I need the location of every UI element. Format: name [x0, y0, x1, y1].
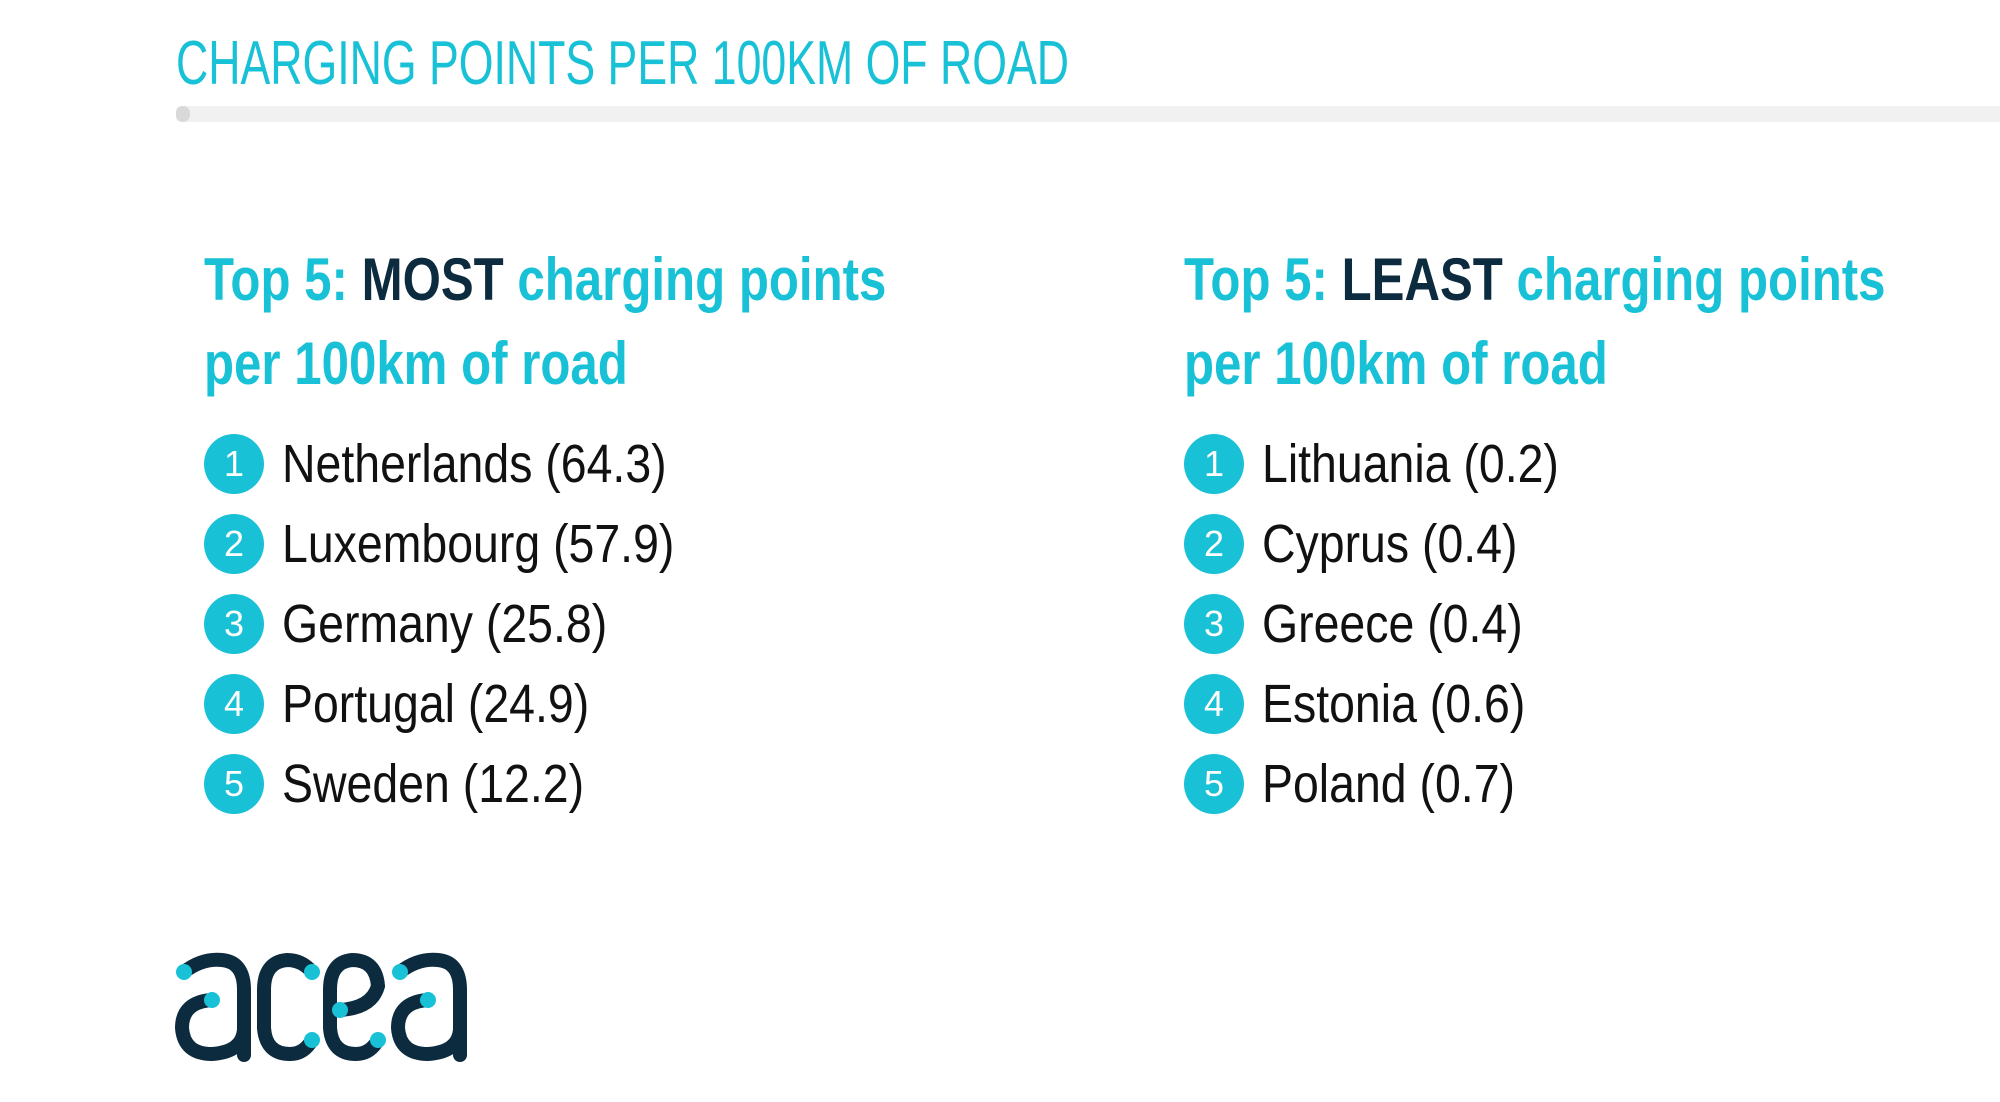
item-text: Portugal (24.9) — [282, 674, 590, 734]
item-text: Sweden (12.2) — [282, 754, 585, 814]
rank-badge: 2 — [1184, 514, 1244, 574]
rank-badge: 4 — [1184, 674, 1244, 734]
list-item: 1 Netherlands (64.3) — [204, 424, 1036, 504]
heading-emphasis: LEAST — [1341, 246, 1503, 313]
item-text: Estonia (0.6) — [1262, 674, 1526, 734]
heading-prefix: Top 5: — [204, 246, 362, 313]
rank-badge: 2 — [204, 514, 264, 574]
rank-badge: 5 — [1184, 754, 1244, 814]
heading-suffix: charging points — [503, 246, 887, 313]
rank-badge: 1 — [204, 434, 264, 494]
page-title: CHARGING POINTS PER 100KM OF ROAD — [176, 29, 1069, 98]
rank-badge: 4 — [204, 674, 264, 734]
item-text: Greece (0.4) — [1262, 594, 1523, 654]
list-item: 1 Lithuania (0.2) — [1184, 424, 2000, 504]
most-heading: Top 5: MOST charging points per 100km of… — [204, 238, 886, 406]
list-item: 2 Cyprus (0.4) — [1184, 504, 2000, 584]
rank-badge: 3 — [1184, 594, 1244, 654]
heading-line2: per 100km of road — [204, 330, 628, 397]
most-list: 1 Netherlands (64.3) 2 Luxembourg (57.9) 3… — [204, 424, 1036, 824]
item-text: Luxembourg (57.9) — [282, 514, 675, 574]
heading-line2: per 100km of road — [1184, 330, 1608, 397]
item-text: Netherlands (64.3) — [282, 434, 667, 494]
list-item: 4 Estonia (0.6) — [1184, 664, 2000, 744]
title-divider — [176, 106, 2000, 122]
list-item: 4 Portugal (24.9) — [204, 664, 1036, 744]
acea-logo — [174, 952, 467, 1062]
list-item: 3 Greece (0.4) — [1184, 584, 2000, 664]
heading-emphasis: MOST — [361, 246, 504, 313]
item-text: Poland (0.7) — [1262, 754, 1516, 814]
least-heading: Top 5: LEAST charging points per 100km o… — [1184, 238, 1886, 406]
list-item: 3 Germany (25.8) — [204, 584, 1036, 664]
list-item: 5 Sweden (12.2) — [204, 744, 1036, 824]
list-item: 2 Luxembourg (57.9) — [204, 504, 1036, 584]
item-text: Cyprus (0.4) — [1262, 514, 1518, 574]
most-column: Top 5: MOST charging points per 100km of… — [204, 238, 1036, 824]
item-text: Lithuania (0.2) — [1262, 434, 1559, 494]
heading-suffix: charging points — [1502, 246, 1886, 313]
item-text: Germany (25.8) — [282, 594, 608, 654]
list-item: 5 Poland (0.7) — [1184, 744, 2000, 824]
heading-prefix: Top 5: — [1184, 246, 1342, 313]
rank-badge: 1 — [1184, 434, 1244, 494]
least-column: Top 5: LEAST charging points per 100km o… — [1184, 238, 2000, 824]
rank-badge: 3 — [204, 594, 264, 654]
divider-cap — [176, 106, 190, 122]
least-list: 1 Lithuania (0.2) 2 Cyprus (0.4) 3 Greece (… — [1184, 424, 2000, 824]
rank-badge: 5 — [204, 754, 264, 814]
